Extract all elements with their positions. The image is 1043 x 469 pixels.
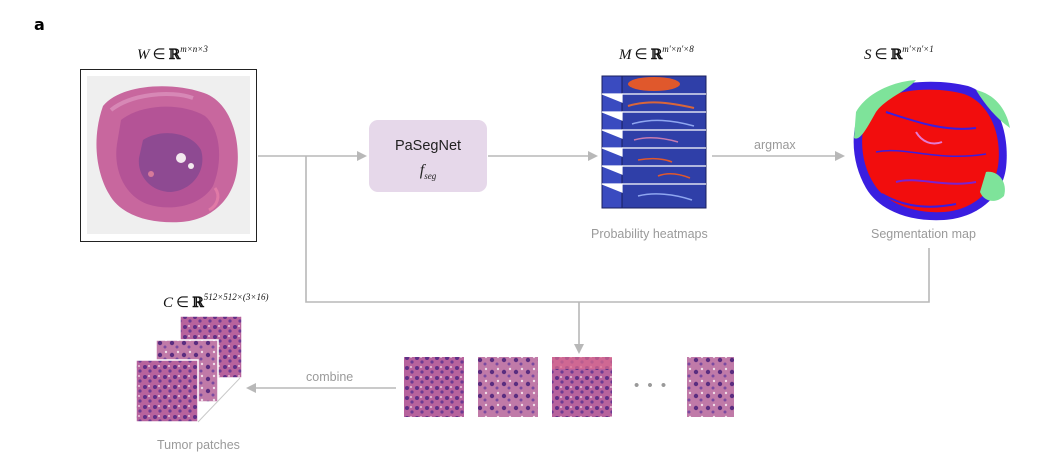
patch-row [404, 357, 734, 417]
patch-2 [478, 357, 538, 417]
network-symbol: fseg [419, 162, 437, 182]
wsi-image-frame [80, 69, 257, 242]
tumor-patch-stack [135, 315, 243, 423]
argmax-label: argmax [754, 138, 796, 152]
panel-label: a [34, 15, 45, 34]
heatmaps-caption: Probability heatmaps [591, 227, 708, 241]
patches-formula: C ∈ ℝ512×512×(3×16) [163, 292, 269, 311]
heatmap-hotspots [627, 77, 695, 201]
patch-n [687, 357, 734, 417]
patch-1 [404, 357, 464, 417]
heatmaps-formula: M ∈ ℝm'×n'×8 [619, 44, 694, 63]
feedback-loop-line [305, 156, 930, 303]
segmentation-formula: S ∈ ℝm'×n'×1 [864, 44, 934, 63]
wsi-formula: W ∈ ℝm×n×3 [137, 44, 208, 63]
heatmap-stack [601, 75, 707, 209]
heatmap-dividers [601, 93, 706, 193]
segmentation-caption: Segmentation map [871, 227, 976, 241]
ellipsis: • • • [634, 377, 669, 394]
wsi-thumbnail [87, 76, 250, 234]
pasegnet-box: PaSegNet fseg [369, 120, 487, 192]
combine-label: combine [306, 370, 354, 384]
segmentation-map [853, 80, 1010, 221]
network-name: PaSegNet [394, 138, 462, 154]
patches-caption: Tumor patches [157, 438, 240, 452]
heatmap-layers [601, 75, 707, 209]
